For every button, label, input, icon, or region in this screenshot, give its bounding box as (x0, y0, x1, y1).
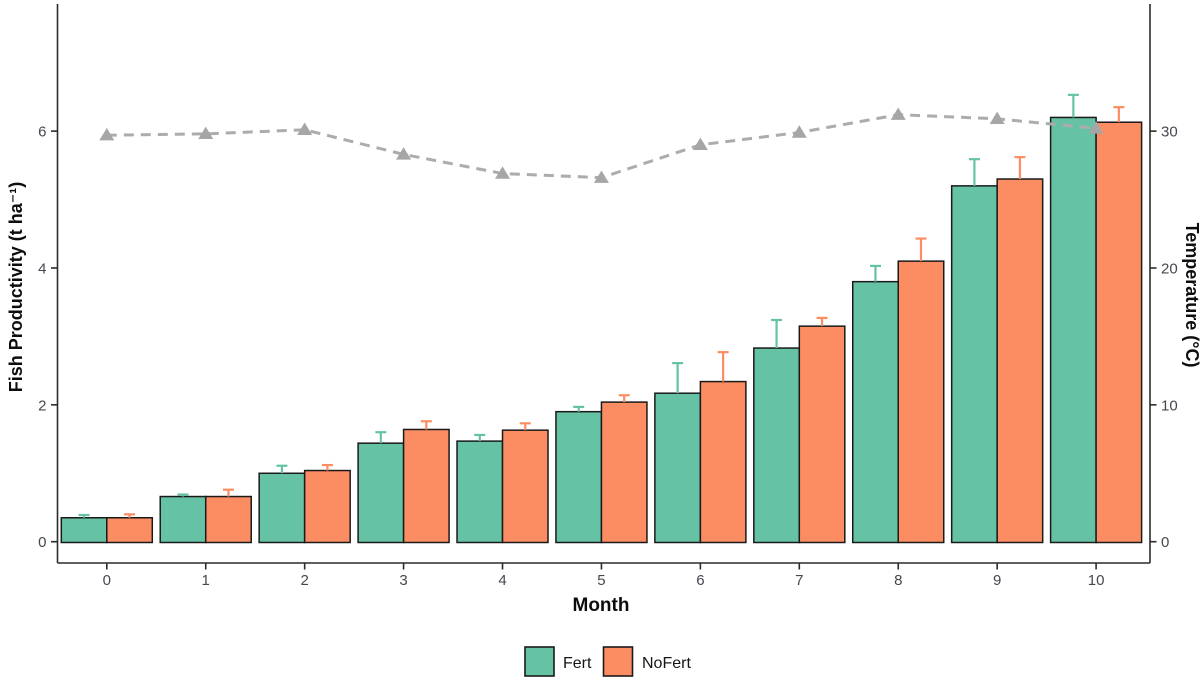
legend-swatch-fert (524, 646, 555, 677)
y-left-tick-label-2: 2 (38, 397, 46, 414)
bar-nofert-month-8 (897, 260, 945, 544)
legend-swatch-nofert (602, 646, 634, 677)
bar-fert-month-6 (654, 392, 702, 544)
bar-fert-month-9 (950, 185, 998, 544)
temperature-marker-month-6 (692, 137, 708, 151)
x-tick-label-9: 9 (993, 572, 1001, 589)
y-axis-title-right: Temperature (°C) (1182, 223, 1200, 368)
plot-area: 0 2 4 6 0 10 20 30 0 1 2 3 4 5 6 7 8 9 10 (38, 4, 1178, 589)
bar-nofert-month-0 (106, 516, 154, 544)
bar-nofert-month-10 (1095, 121, 1143, 544)
bar-nofert-month-6 (699, 380, 747, 544)
x-tick-label-1: 1 (202, 572, 210, 589)
bar-fert-month-4 (456, 440, 504, 544)
temperature-marker-month-9 (989, 111, 1005, 125)
bar-nofert-month-7 (798, 325, 846, 544)
bar-fert-month-5 (555, 410, 603, 544)
bar-nofert-month-4 (501, 429, 549, 544)
y-right-tick-label-10: 10 (1161, 397, 1178, 414)
temperature-marker-month-2 (297, 122, 313, 135)
bar-fert-month-0 (60, 516, 108, 544)
legend-label-fert: Fert (563, 655, 592, 672)
bar-fert-month-3 (357, 442, 405, 544)
bar-fert-month-10 (1049, 116, 1097, 544)
bar-nofert-month-9 (996, 178, 1044, 544)
x-tick-label-10: 10 (1088, 572, 1105, 589)
bar-fert-month-1 (159, 495, 207, 544)
x-tick-label-8: 8 (894, 572, 902, 589)
bar-nofert-month-1 (204, 495, 252, 544)
y-axis-title-left: Fish Productivity (t ha⁻¹) (6, 182, 26, 393)
temperature-marker-month-0 (99, 128, 115, 141)
y-right-tick-label-0: 0 (1161, 534, 1169, 551)
y-left-tick-label-0: 0 (38, 534, 46, 551)
x-tick-label-2: 2 (300, 572, 308, 589)
temperature-marker-month-5 (593, 170, 609, 183)
temperature-marker-month-1 (198, 126, 214, 140)
temperature-marker-month-3 (396, 147, 412, 160)
bar-fert-month-7 (753, 347, 801, 544)
temperature-marker-month-4 (495, 166, 511, 179)
x-tick-label-6: 6 (696, 572, 704, 589)
bar-nofert-month-5 (600, 401, 648, 544)
y-left-tick-label-4: 4 (38, 260, 46, 277)
x-tick-label-0: 0 (103, 572, 111, 589)
bar-nofert-month-2 (303, 469, 351, 544)
temperature-marker-month-10 (1088, 121, 1104, 134)
bar-nofert-month-3 (402, 428, 450, 544)
temperature-line (106, 113, 1097, 180)
y-left-tick-label-6: 6 (38, 124, 46, 141)
x-tick-label-7: 7 (795, 572, 803, 589)
temperature-marker-month-8 (890, 107, 906, 120)
y-right-tick-label-30: 30 (1161, 124, 1178, 141)
legend: Fert NoFert (524, 646, 691, 677)
legend-label-nofert: NoFert (642, 655, 691, 672)
x-axis-title: Month (573, 595, 630, 616)
x-tick-label-5: 5 (597, 572, 605, 589)
temperature-marker-month-7 (791, 125, 807, 138)
y-right-tick-label-20: 20 (1161, 260, 1178, 277)
bar-fert-month-2 (258, 472, 306, 544)
x-tick-label-3: 3 (399, 572, 407, 589)
x-tick-label-4: 4 (498, 572, 506, 589)
bar-fert-month-8 (851, 280, 899, 544)
